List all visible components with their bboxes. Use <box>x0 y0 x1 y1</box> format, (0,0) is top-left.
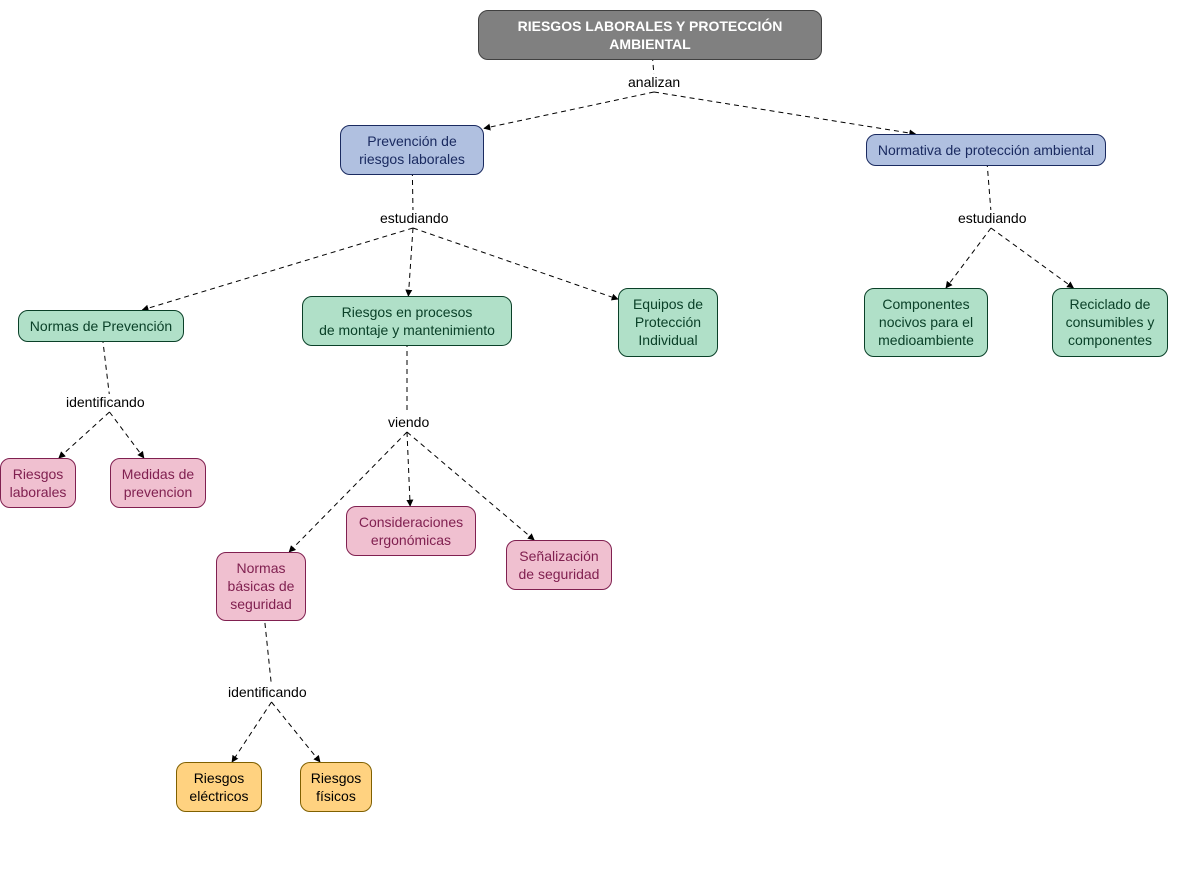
node-normas: Normas de Prevención <box>18 310 184 342</box>
edge-label-identificando1: identificando <box>64 394 147 410</box>
edge-label-viendo: viendo <box>386 414 431 430</box>
node-norm: Normativa de protección ambiental <box>866 134 1106 166</box>
edges-layer <box>0 0 1183 869</box>
edge-label-estudiando2: estudiando <box>956 210 1029 226</box>
node-prev: Prevención deriesgos laborales <box>340 125 484 175</box>
node-nocivos: Componentesnocivos para elmedioambiente <box>864 288 988 357</box>
node-epi: Equipos deProtecciónIndividual <box>618 288 718 357</box>
node-rfis: Riesgosfísicos <box>300 762 372 812</box>
node-nbs: Normasbásicas deseguridad <box>216 552 306 621</box>
node-riesgos: Riesgos en procesosde montaje y mantenim… <box>302 296 512 346</box>
edge-label-analizan: analizan <box>626 74 682 90</box>
edge-label-identificando2: identificando <box>226 684 309 700</box>
node-relec: Riesgoseléctricos <box>176 762 262 812</box>
node-rlab: Riesgoslaborales <box>0 458 76 508</box>
node-root: RIESGOS LABORALES Y PROTECCIÓN AMBIENTAL <box>478 10 822 60</box>
edge-label-estudiando1: estudiando <box>378 210 451 226</box>
node-medidas: Medidas deprevencion <box>110 458 206 508</box>
node-recic: Reciclado deconsumibles ycomponentes <box>1052 288 1168 357</box>
node-senal: Señalizaciónde seguridad <box>506 540 612 590</box>
node-ergo: Consideracionesergonómicas <box>346 506 476 556</box>
